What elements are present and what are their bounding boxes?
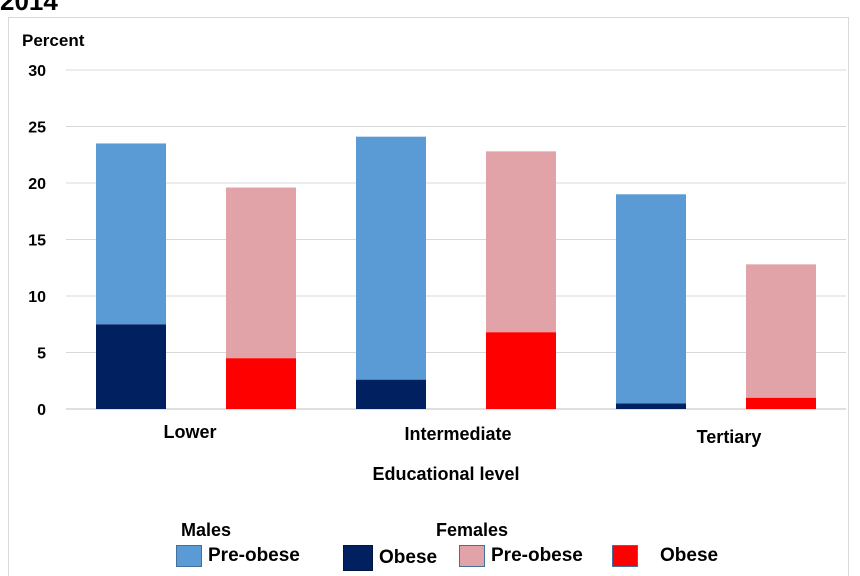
legend-swatch <box>612 545 638 567</box>
legend-item-male-obese: Obese <box>343 545 437 571</box>
y-tick-label: 5 <box>37 346 46 363</box>
x-category-label: Intermediate <box>404 424 511 444</box>
legend-swatch <box>459 545 485 567</box>
bar-males-pre-obese-intermediate <box>356 136 426 380</box>
y-tick-label: 10 <box>28 289 46 306</box>
bar-females-obese-lower <box>226 358 296 409</box>
legend-swatch <box>343 545 373 571</box>
legend-item-female-obese: Obese <box>612 545 718 567</box>
legend-males-title: Males <box>181 520 232 540</box>
bar-males-obese-tertiary <box>616 403 686 409</box>
legend-item-female-preobese: Pre-obese <box>459 545 583 567</box>
bar-females-pre-obese-tertiary <box>746 264 816 398</box>
x-category-label: Lower <box>163 422 216 442</box>
bar-males-pre-obese-lower <box>96 143 166 325</box>
bar-males-obese-intermediate <box>356 379 426 409</box>
legend-label: Pre-obese <box>208 545 300 566</box>
legend-item-male-preobese: Pre-obese <box>176 545 300 567</box>
y-tick-label: 15 <box>28 233 46 250</box>
y-tick-label: 20 <box>28 176 46 193</box>
bar-females-pre-obese-lower <box>226 187 296 359</box>
y-axis-label: Percent <box>22 31 85 50</box>
legend-label: Obese <box>379 547 438 568</box>
chart-frame <box>8 17 849 576</box>
bar-females-pre-obese-intermediate <box>486 151 556 333</box>
bar-males-obese-lower <box>96 324 166 409</box>
y-tick-label: 30 <box>28 63 46 80</box>
legend-swatch <box>176 545 202 567</box>
x-axis-label: Educational level <box>372 464 519 484</box>
bar-females-obese-tertiary <box>746 397 816 409</box>
legend-label: Pre-obese <box>491 545 583 566</box>
legend-label: Obese <box>660 545 719 566</box>
chart-title: 2014 <box>0 0 58 16</box>
y-tick-label: 0 <box>37 402 46 419</box>
x-category-label: Tertiary <box>697 427 762 447</box>
bar-females-obese-intermediate <box>486 332 556 409</box>
y-tick-label: 25 <box>28 120 46 137</box>
bar-males-pre-obese-tertiary <box>616 194 686 404</box>
legend-females-title: Females <box>436 520 509 540</box>
